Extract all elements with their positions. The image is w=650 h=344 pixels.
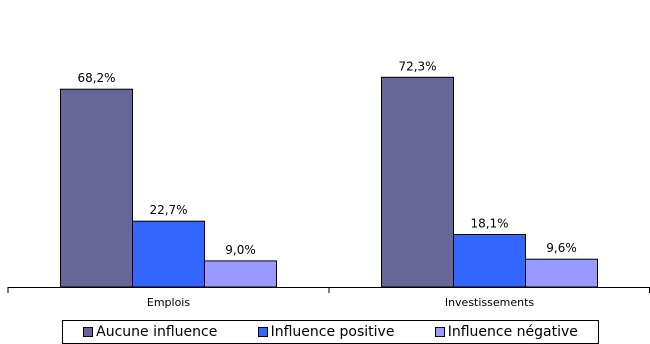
data-label-investissements-aucune-influence: 72,3% (398, 59, 436, 73)
legend-label-influence-positive: Influence positive (270, 324, 395, 340)
legend-swatch-aucune-influence (83, 327, 94, 337)
data-label-investissements-influence-positive: 18,1% (470, 217, 508, 231)
legend-label-aucune-influence: Aucune influence (96, 324, 218, 340)
data-label-emplois-influence-negative: 9,0% (225, 243, 256, 257)
data-label-emplois-aucune-influence: 68,2% (77, 71, 115, 85)
bars-group (60, 76, 598, 288)
x-tick-label-emplois: Emplois (147, 296, 190, 309)
bar-emplois-influence-negative (204, 260, 277, 288)
legend-swatch-influence-positive (257, 327, 268, 337)
legend-label-influence-negative: Influence négative (447, 324, 578, 340)
bar-investissements-aucune-influence (381, 76, 454, 288)
data-labels-group: 68,2% 22,7% 9,0% 72,3% 18,1% 9,6% (77, 59, 576, 257)
bar-investissements-influence-positive (453, 234, 526, 288)
x-axis-ticks: Emplois Investissements (7, 287, 650, 309)
bar-investissements-influence-negative (525, 258, 598, 288)
legend-item-influence-positive: Influence positive (257, 324, 395, 340)
bar-emplois-aucune-influence (60, 88, 133, 288)
legend-item-influence-negative: Influence négative (434, 324, 578, 340)
bar-chart: 68,2% 22,7% 9,0% 72,3% 18,1% 9,6% Emplois Inve… (7, 59, 650, 309)
bar-emplois-influence-positive (132, 220, 205, 288)
legend-item-aucune-influence: Aucune influence (83, 324, 217, 340)
legend: Aucune influence Influence positive Infl… (62, 320, 599, 344)
data-label-emplois-influence-positive: 22,7% (149, 203, 187, 217)
x-tick-label-investissements: Investissements (445, 296, 535, 309)
legend-swatch-influence-negative (434, 327, 445, 337)
data-label-investissements-influence-negative: 9,6% (546, 241, 577, 255)
